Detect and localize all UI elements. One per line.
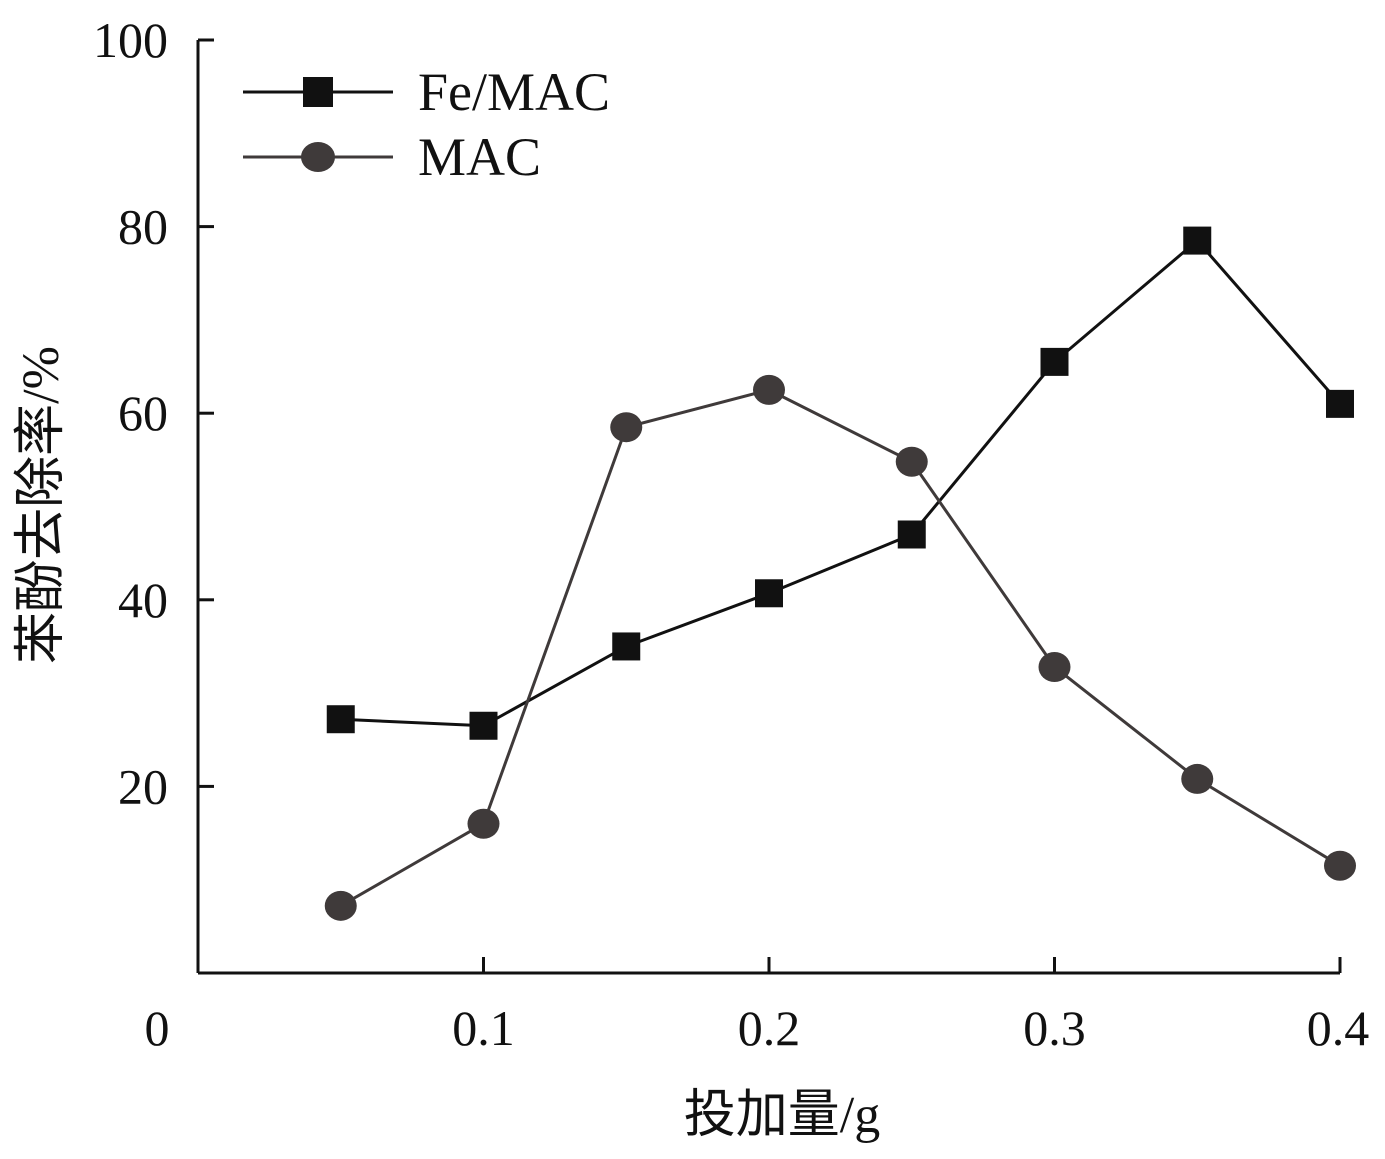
data-point	[755, 579, 783, 608]
axes	[196, 40, 1340, 975]
data-point	[1181, 763, 1214, 794]
data-point	[326, 705, 355, 734]
data-point	[1040, 347, 1069, 376]
y-tick-label: 40	[118, 572, 168, 628]
y-tick-label: 20	[118, 758, 168, 814]
legend-label-fe-mac: Fe/MAC	[418, 62, 610, 122]
x-tick-label: 0.2	[738, 1000, 801, 1056]
data-point	[324, 890, 357, 921]
y-tick-label: 60	[118, 385, 168, 441]
x-tick-label: 0.4	[1307, 1000, 1370, 1056]
x-axis-title: 投加量/g	[684, 1087, 880, 1144]
data-point	[895, 446, 928, 477]
legend-marker-mac	[301, 142, 335, 172]
data-point	[612, 632, 641, 661]
y-tick-label: 80	[118, 199, 168, 255]
data-point	[1326, 389, 1354, 418]
data-point	[897, 520, 926, 549]
data-point	[610, 412, 643, 443]
legend-label-mac: MAC	[418, 127, 541, 187]
data-point	[1324, 850, 1356, 881]
y-tick-label: 100	[93, 12, 168, 68]
y-axis-title: 苯酚去除率/%	[13, 346, 70, 664]
data-point	[753, 374, 785, 405]
series-fe-mac	[326, 226, 1354, 740]
data-point	[469, 711, 498, 740]
series-line	[340, 238, 1342, 728]
x-tick-label: 0.1	[452, 1000, 515, 1056]
tick-labels: 20 40 60 80 100 0 0.1 0.2 0.3 0.4	[93, 12, 1369, 1056]
series-layer	[324, 226, 1356, 921]
ticks	[198, 38, 1342, 973]
legend: Fe/MAC MAC	[243, 62, 610, 187]
data-point	[1183, 226, 1212, 255]
series-line	[340, 388, 1341, 908]
x-tick-label: 0	[145, 1000, 170, 1056]
data-point	[467, 808, 500, 839]
x-tick-label: 0.3	[1023, 1000, 1086, 1056]
data-point	[1038, 651, 1071, 682]
series-mac	[324, 374, 1356, 921]
legend-marker-fe-mac	[303, 77, 333, 107]
